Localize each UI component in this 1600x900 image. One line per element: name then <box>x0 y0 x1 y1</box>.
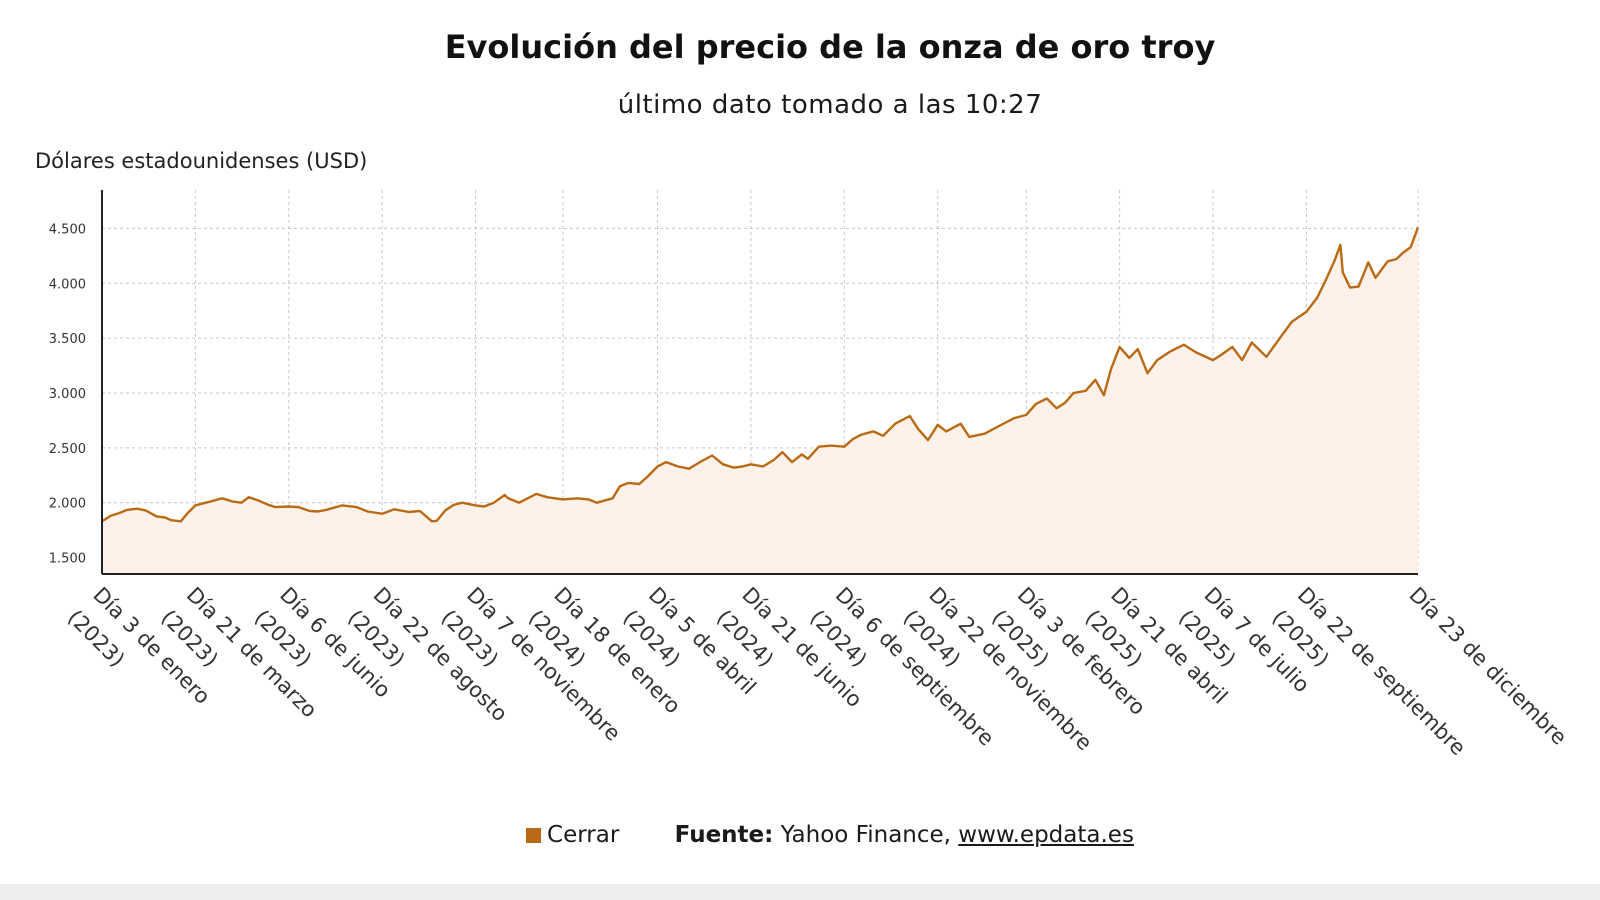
legend-item-cerrar[interactable]: Cerrar <box>526 822 619 848</box>
chart-subtitle: último dato tomado a las 10:27 <box>617 90 1043 120</box>
series-area-fill <box>102 227 1418 575</box>
chart-footer: Cerrar Fuente: Yahoo Finance, www.epdata… <box>0 822 1600 848</box>
chart-title: Evolución del precio de la onza de oro t… <box>444 28 1216 66</box>
y-tick-label: 2.000 <box>49 497 86 512</box>
y-axis-label: Dólares estadounidenses (USD) <box>35 149 367 173</box>
y-tick-label: 4.500 <box>49 222 86 237</box>
y-tick-label: 3.000 <box>49 387 86 402</box>
source-link[interactable]: www.epdata.es <box>958 822 1134 848</box>
y-tick-label: 3.500 <box>49 332 86 347</box>
x-tick-label: Día 7 de julio(2025) <box>1174 583 1314 698</box>
series-line-cerrar <box>101 226 1420 523</box>
source-text: Yahoo Finance, <box>780 822 951 848</box>
legend-swatch <box>526 828 542 843</box>
x-tick-label: Día 5 de abril(2024) <box>619 583 761 700</box>
source-label: Fuente: <box>674 822 774 848</box>
y-tick-label: 1.500 <box>49 552 86 567</box>
y-tick-label: 2.500 <box>49 442 86 457</box>
legend-label: Cerrar <box>547 822 620 848</box>
y-tick-label: 4.000 <box>49 277 86 292</box>
y-tick-labels: 1.500 2.000 2.500 3.000 3.500 4.000 4.500 <box>49 222 86 566</box>
x-tick-labels: Día 3 de enero(2023) Día 21 de marzo(2023… <box>63 583 1571 760</box>
bottom-bar <box>0 884 1600 900</box>
